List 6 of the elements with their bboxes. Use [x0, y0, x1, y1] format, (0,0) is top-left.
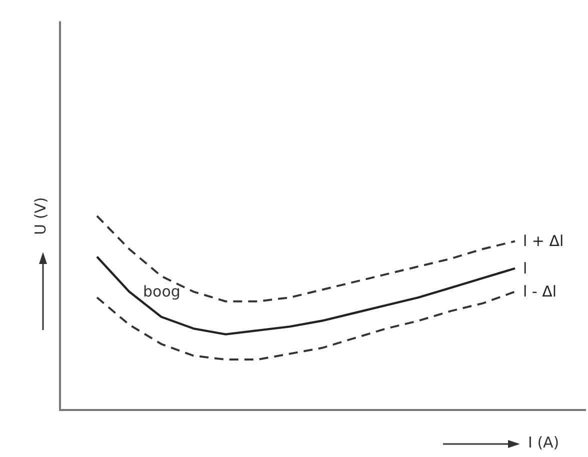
annotation: boog [143, 282, 180, 300]
series-label: l [523, 259, 528, 278]
series-label: l - Δl [523, 282, 557, 301]
y-axis-title: U (V) [32, 197, 50, 235]
x-axis-title: I (A) [528, 434, 560, 452]
series-label: l + Δl [523, 232, 564, 250]
